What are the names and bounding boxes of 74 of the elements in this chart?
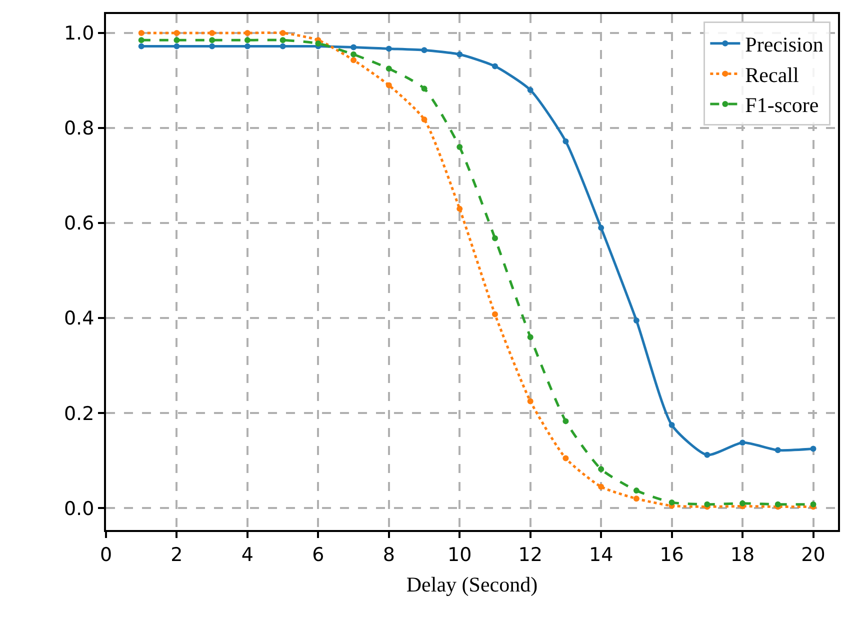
- point: [280, 43, 286, 50]
- point: [562, 138, 569, 144]
- point: [774, 447, 781, 454]
- point: [633, 317, 640, 324]
- point: [633, 488, 640, 494]
- x-tick-label: 8: [382, 544, 395, 566]
- point: [774, 501, 781, 508]
- point: [492, 235, 498, 242]
- point: [174, 30, 180, 36]
- x-tick-label: 10: [448, 544, 472, 566]
- point: [280, 30, 286, 36]
- point: [244, 30, 250, 36]
- point: [421, 86, 428, 92]
- point: [456, 51, 463, 58]
- point: [668, 422, 675, 428]
- point: [174, 43, 180, 50]
- y-tick-label: 1.0: [64, 22, 94, 45]
- point: [668, 499, 675, 506]
- point: [315, 40, 322, 46]
- legend-label: Precision: [745, 32, 824, 57]
- point: [456, 206, 463, 212]
- point: [280, 37, 286, 44]
- point: [138, 37, 144, 44]
- point: [421, 47, 428, 54]
- point: [562, 418, 569, 424]
- y-tick-label: 0.4: [64, 308, 94, 330]
- x-tick-label: 6: [312, 544, 324, 566]
- point: [810, 501, 816, 508]
- point: [562, 455, 569, 462]
- point: [209, 43, 216, 50]
- point: [527, 87, 534, 94]
- point: [209, 30, 216, 36]
- point: [527, 334, 534, 340]
- point: [350, 51, 357, 58]
- x-tick-label: 0: [100, 544, 112, 566]
- x-tick-label: 12: [518, 544, 542, 566]
- point: [209, 37, 216, 44]
- y-tick-label: 0.2: [64, 402, 94, 425]
- point: [598, 484, 604, 490]
- point: [386, 46, 392, 52]
- point: [704, 501, 710, 508]
- point: [704, 452, 710, 458]
- point: [421, 116, 428, 122]
- point: [386, 82, 392, 88]
- point: [138, 43, 144, 50]
- legend-label: F1-score: [745, 93, 819, 118]
- x-tick-label: 14: [588, 544, 614, 566]
- point: [244, 37, 250, 44]
- point: [456, 144, 463, 150]
- point: [740, 500, 746, 506]
- y-tick-label: 0.0: [64, 498, 94, 520]
- point: [350, 57, 357, 64]
- point: [598, 466, 604, 472]
- point: [138, 30, 144, 36]
- x-tick-label: 16: [660, 544, 684, 566]
- point: [386, 66, 392, 72]
- point: [244, 43, 250, 50]
- point: [598, 224, 604, 231]
- x-tick-label: 20: [801, 544, 826, 566]
- x-tick-label: 4: [241, 544, 254, 566]
- point: [492, 63, 498, 70]
- point: [810, 446, 816, 452]
- y-tick-label: 0.8: [64, 118, 94, 140]
- point: [633, 496, 640, 502]
- point: [740, 440, 746, 446]
- x-tick-label: 18: [730, 544, 755, 566]
- point: [174, 37, 180, 44]
- x-axis-title: Delay (Second): [406, 572, 538, 596]
- y-tick-label: 0.6: [64, 212, 94, 235]
- x-tick-label: 2: [170, 544, 183, 566]
- legend-label: Recall: [745, 62, 799, 87]
- point: [492, 311, 498, 318]
- point: [527, 398, 534, 404]
- point: [350, 44, 357, 50]
